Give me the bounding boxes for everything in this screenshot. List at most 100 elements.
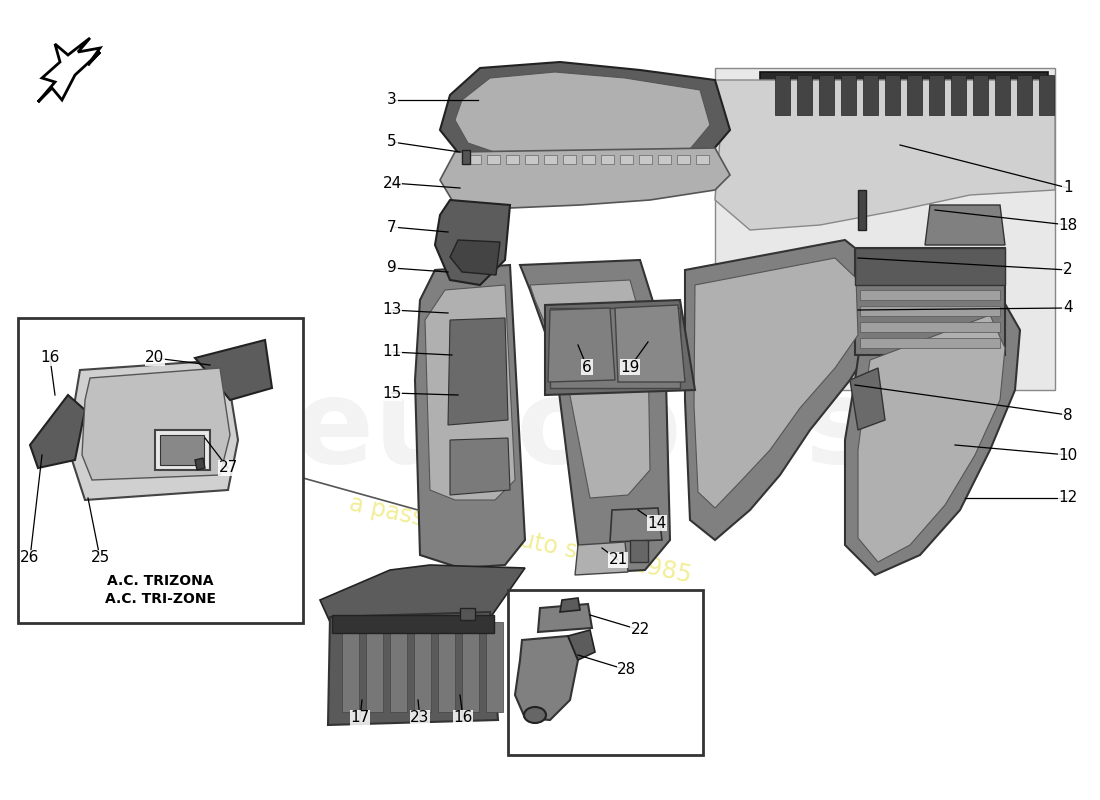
Polygon shape <box>575 542 628 575</box>
Bar <box>1040 75 1054 115</box>
Text: europ   ss: europ ss <box>294 373 946 487</box>
Bar <box>332 615 494 633</box>
Bar <box>620 155 632 164</box>
Polygon shape <box>685 240 874 540</box>
Bar <box>798 75 812 115</box>
Bar <box>582 155 595 164</box>
Polygon shape <box>855 248 1005 285</box>
Bar <box>864 75 878 115</box>
Bar <box>630 540 648 562</box>
Text: 19: 19 <box>620 359 640 374</box>
Polygon shape <box>925 205 1005 245</box>
Polygon shape <box>715 80 1055 230</box>
Bar <box>776 75 790 115</box>
Bar <box>908 75 922 115</box>
Text: 10: 10 <box>1058 447 1078 462</box>
Polygon shape <box>520 260 670 572</box>
Bar <box>860 306 1000 316</box>
Bar <box>952 75 966 115</box>
Text: 13: 13 <box>383 302 402 318</box>
Polygon shape <box>548 308 615 382</box>
Bar <box>563 155 576 164</box>
Bar <box>860 338 1000 348</box>
Bar <box>342 622 359 712</box>
Bar <box>886 75 900 115</box>
Text: 17: 17 <box>351 710 370 726</box>
Text: 3: 3 <box>387 93 397 107</box>
Polygon shape <box>855 248 1005 355</box>
Text: 7: 7 <box>387 219 397 234</box>
Bar <box>438 622 455 712</box>
Polygon shape <box>694 258 858 508</box>
Bar <box>860 258 1000 268</box>
Text: 23: 23 <box>410 710 430 726</box>
Polygon shape <box>450 240 500 275</box>
Polygon shape <box>610 508 662 542</box>
Polygon shape <box>760 72 1048 118</box>
Text: A.C. TRIZONA: A.C. TRIZONA <box>108 574 213 588</box>
Polygon shape <box>530 280 650 498</box>
Bar <box>858 190 866 230</box>
Bar <box>1018 75 1032 115</box>
Polygon shape <box>850 368 886 430</box>
Bar <box>860 274 1000 284</box>
Polygon shape <box>515 636 578 720</box>
Text: 12: 12 <box>1058 490 1078 506</box>
Text: 25: 25 <box>90 550 110 566</box>
Polygon shape <box>195 458 205 470</box>
Bar <box>842 75 856 115</box>
Bar <box>676 155 690 164</box>
FancyBboxPatch shape <box>18 318 303 623</box>
Polygon shape <box>30 395 85 468</box>
Polygon shape <box>544 300 695 395</box>
Polygon shape <box>425 285 515 500</box>
Text: 9: 9 <box>387 261 397 275</box>
Text: 27: 27 <box>219 461 238 475</box>
Text: 26: 26 <box>20 550 40 566</box>
Polygon shape <box>450 438 510 495</box>
Polygon shape <box>328 612 498 725</box>
Text: 5: 5 <box>387 134 397 150</box>
Text: 16: 16 <box>41 350 59 366</box>
Polygon shape <box>440 62 730 175</box>
Bar <box>468 155 481 164</box>
Polygon shape <box>568 630 595 660</box>
FancyBboxPatch shape <box>508 590 703 755</box>
Bar <box>550 308 680 388</box>
Polygon shape <box>440 148 730 208</box>
Polygon shape <box>39 38 100 102</box>
Text: 8: 8 <box>1064 407 1072 422</box>
Text: 4: 4 <box>1064 301 1072 315</box>
Polygon shape <box>434 200 510 285</box>
Bar <box>544 155 557 164</box>
Bar <box>160 435 204 465</box>
Bar <box>601 155 614 164</box>
Bar <box>155 430 210 470</box>
Bar <box>696 155 710 164</box>
Text: 15: 15 <box>383 386 402 401</box>
Bar <box>996 75 1010 115</box>
Bar <box>658 155 671 164</box>
Text: 22: 22 <box>630 622 650 638</box>
Text: 24: 24 <box>383 175 402 190</box>
Bar <box>974 75 988 115</box>
Polygon shape <box>82 368 230 480</box>
Bar <box>639 155 652 164</box>
Text: 20: 20 <box>145 350 165 366</box>
Polygon shape <box>320 565 525 622</box>
Polygon shape <box>455 72 710 162</box>
Bar <box>460 608 475 620</box>
Bar <box>414 622 431 712</box>
Bar <box>462 622 478 712</box>
Bar <box>486 622 503 712</box>
Polygon shape <box>448 318 508 425</box>
Text: 6: 6 <box>582 359 592 374</box>
Bar <box>462 150 470 164</box>
Polygon shape <box>615 305 685 382</box>
Bar <box>487 155 500 164</box>
Text: 21: 21 <box>608 553 628 567</box>
Text: 28: 28 <box>617 662 637 678</box>
Text: 16: 16 <box>453 710 473 726</box>
Ellipse shape <box>524 707 546 723</box>
Polygon shape <box>538 604 592 632</box>
